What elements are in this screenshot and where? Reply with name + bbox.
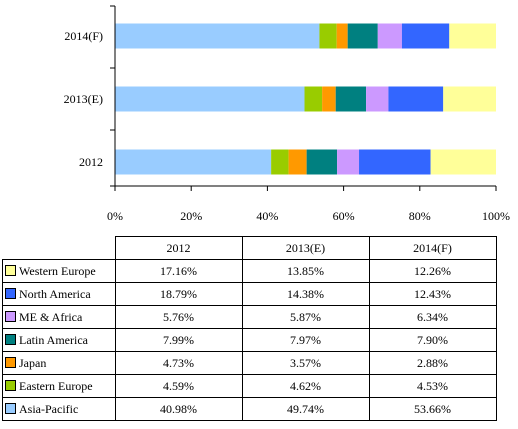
table-cell: 7.90% [368,328,497,352]
table-cell: 2.88% [368,351,497,375]
table-cell: 4.73% [114,351,243,375]
bar-segment-north-america-2012 [359,149,431,175]
legend-label: Latin America [19,332,88,347]
legend-entry: Eastern Europe [2,374,116,398]
legend-label: Western Europe [19,263,96,278]
legend-entry: Western Europe [2,259,116,283]
bar-segment-asia-pacific-2013-e- [115,86,305,112]
table-row: Latin America 7.99% 7.97% 7.90% [2,328,497,352]
table-cell: 4.62% [241,374,370,398]
legend-label: North America [19,286,91,301]
table-cell: 49.74% [241,397,370,421]
table-cell: 40.98% [114,397,243,421]
bar-segment-north-america-2014-f- [401,23,450,49]
legend-label: ME & Africa [19,309,83,324]
table-cell: 5.76% [114,305,243,329]
table-cell: 18.79% [114,282,243,306]
table-corner [3,237,116,260]
bars-layer [115,23,496,175]
legend-entry: Asia-Pacific [2,397,116,421]
table-cell: 3.57% [241,351,370,375]
table-row: ME & Africa 5.76% 5.87% 6.34% [2,305,497,329]
bar-segment-north-america-2013-e- [388,86,444,112]
bar-segment-western-europe-2013-e- [443,86,496,112]
legend-entry: North America [2,282,116,306]
bar-segment-me-africa-2012 [337,149,360,175]
table-cell: 17.16% [114,259,243,283]
bar-segment-japan-2012 [288,149,307,175]
y-tick-label: 2012 [79,155,103,169]
table-column-header: 2013(E) [241,236,370,260]
legend-label: Japan [19,355,47,370]
table-body: Western Europe 17.16% 13.85% 12.26% North Am… [2,259,497,421]
legend-swatch [5,379,16,391]
table-cell: 4.59% [114,374,243,398]
x-tick-label: 20% [180,209,202,223]
bar-segment-asia-pacific-2012 [115,149,272,175]
x-tick-label: 80% [409,209,431,223]
table-cell: 6.34% [368,305,497,329]
table-header-row: 2012 2013(E) 2014(F) [3,236,497,260]
bar-segment-eastern-europe-2012 [271,149,289,175]
legend-label: Eastern Europe [19,378,93,393]
axes-layer: 2014(F) 2013(E) 2012 0% 20% 40% 60% 80% 100% [64,5,510,223]
table-cell: 7.99% [114,328,243,352]
table-cell: 4.53% [368,374,497,398]
bar-segment-latin-america-2013-e- [335,86,367,112]
table-column-header: 2014(F) [368,236,497,260]
table-row: Asia-Pacific 40.98% 49.74% 53.66% [2,397,497,421]
table-cell: 14.38% [241,282,370,306]
table-cell: 7.97% [241,328,370,352]
table-row: Eastern Europe 4.59% 4.62% 4.53% [2,374,497,398]
x-tick-label: 60% [333,209,355,223]
legend-swatch [5,402,16,414]
x-tick-label: 40% [256,209,278,223]
table-cell: 5.87% [241,305,370,329]
x-tick-label: 0% [107,209,123,223]
bar-segment-latin-america-2014-f- [347,23,378,49]
data-table: 2012 2013(E) 2014(F) Western Europe 17.16% 1… [2,236,497,421]
legend-entry: Latin America [2,328,116,352]
x-tick-label: 100% [482,209,510,223]
table-column-header: 2012 [114,236,243,260]
bar-segment-japan-2013-e- [322,86,336,112]
table-row: North America 18.79% 14.38% 12.43% [2,282,497,306]
legend-swatch [5,287,16,299]
legend-swatch [5,333,16,345]
legend-swatch [5,356,16,368]
legend-swatch [5,264,16,276]
bar-segment-western-europe-2012 [430,149,496,175]
legend-swatch [5,310,16,322]
bar-segment-western-europe-2014-f- [449,23,496,49]
bar-segment-asia-pacific-2014-f- [115,23,320,49]
legend-entry: ME & Africa [2,305,116,329]
table-cell: 12.43% [368,282,497,306]
table-row: Western Europe 17.16% 13.85% 12.26% [2,259,497,283]
y-tick-label: 2013(E) [64,92,103,106]
table-cell: 12.26% [368,259,497,283]
stacked-bar-chart: 2014(F) 2013(E) 2012 0% 20% 40% 60% 80% 100% [64,5,510,223]
bar-segment-latin-america-2012 [306,149,338,175]
legend-label: Asia-Pacific [19,401,79,416]
table-cell: 13.85% [241,259,370,283]
legend-entry: Japan [2,351,116,375]
bar-segment-eastern-europe-2013-e- [304,86,323,112]
table-cell: 53.66% [368,397,497,421]
y-tick-label: 2014(F) [64,29,103,43]
bar-segment-japan-2014-f- [336,23,348,49]
bar-segment-me-africa-2014-f- [377,23,402,49]
table-row: Japan 4.73% 3.57% 2.88% [2,351,497,375]
bar-segment-me-africa-2013-e- [366,86,389,112]
bar-segment-eastern-europe-2014-f- [319,23,337,49]
